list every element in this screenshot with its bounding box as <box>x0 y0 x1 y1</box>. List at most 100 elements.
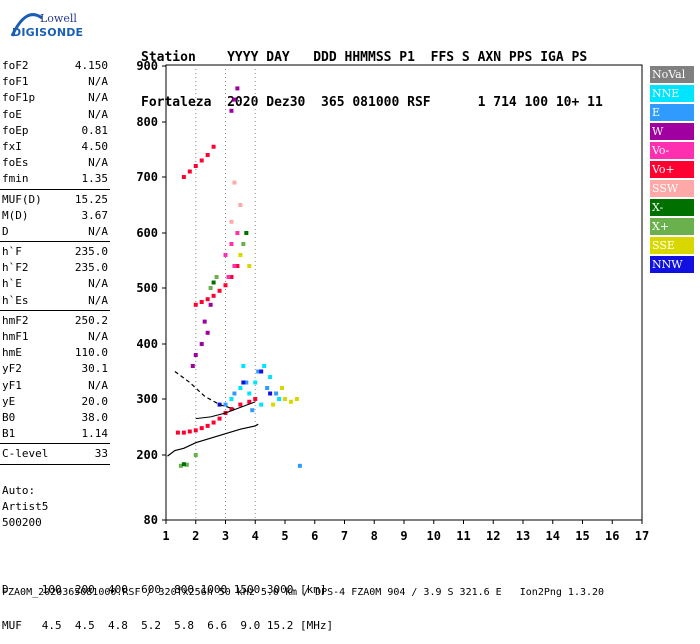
data-point <box>262 364 267 368</box>
header-labels-row: Station YYYY DAY DDD HHMMSS P1 FFS S AXN… <box>141 50 603 65</box>
y-tick-label: 300 <box>136 392 158 406</box>
param-value: 0.81 <box>81 123 109 137</box>
data-point <box>211 280 216 285</box>
param-value: 110.0 <box>74 346 108 360</box>
y-tick-label: 900 <box>136 59 158 73</box>
auto-code: 500200 <box>2 516 42 529</box>
data-point <box>241 242 246 246</box>
x-tick-label: 11 <box>456 529 470 543</box>
param-row: yE 20.0 <box>0 394 110 410</box>
param-name: D <box>2 224 9 238</box>
param-name: yE <box>2 394 16 408</box>
muf-distance-table: D 100 200 400 600 800 1000 1500 3000 [km… <box>2 560 333 644</box>
data-point <box>259 402 264 407</box>
param-row: hmE 110.0 <box>0 345 110 361</box>
data-point <box>223 253 228 257</box>
y-tick-label: 700 <box>136 170 158 184</box>
header-station-value: Fortaleza <box>141 95 212 110</box>
data-point <box>199 300 204 304</box>
data-point <box>235 231 240 235</box>
param-name: foF2 <box>2 59 29 72</box>
data-point <box>238 253 243 257</box>
data-point <box>181 430 186 435</box>
param-row: foF2 4.150 <box>0 58 110 74</box>
param-name: h`Es <box>2 293 29 307</box>
data-point <box>274 391 279 396</box>
data-point <box>193 428 198 433</box>
param-name: foF1p <box>2 91 36 105</box>
data-point <box>232 264 237 268</box>
data-point <box>268 375 273 379</box>
x-tick-label: 3 <box>222 529 229 543</box>
data-point <box>199 158 204 163</box>
dashed-line <box>174 371 235 410</box>
data-point <box>211 420 216 425</box>
param-row: h`E N/A <box>0 276 110 292</box>
data-point <box>193 302 198 307</box>
x-tick-label: 6 <box>311 529 318 543</box>
station-header: Station YYYY DAY DDD HHMMSS P1 FFS S AXN… <box>141 20 603 125</box>
data-point <box>229 108 234 113</box>
param-row: B0 38.0 <box>0 410 110 426</box>
param-name: fxI <box>2 139 22 153</box>
param-value: N/A <box>88 378 108 392</box>
data-point <box>226 275 231 279</box>
x-tick-label: 1 <box>162 529 169 543</box>
param-separator <box>0 309 110 311</box>
data-point <box>181 462 186 467</box>
legend-item: X- <box>650 199 694 216</box>
y-tick-label: 200 <box>136 448 158 462</box>
param-row: h`F2 235.0 <box>0 260 110 276</box>
param-name: h`F2 <box>2 261 29 275</box>
data-point <box>244 231 249 235</box>
legend-item: NNW <box>650 256 694 273</box>
x-tick-label: 13 <box>516 529 530 543</box>
data-point <box>199 426 204 431</box>
y-tick-label: 600 <box>136 226 158 240</box>
param-value: 3.67 <box>81 208 109 222</box>
profile-line <box>167 423 259 457</box>
data-point <box>232 97 237 102</box>
param-row: foF1 N/A <box>0 74 110 90</box>
digisonde-logo: Lowell DIGISONDE <box>2 4 84 42</box>
param-name: hmF2 <box>2 313 29 327</box>
param-value: 4.50 <box>81 139 109 153</box>
data-point <box>205 153 210 157</box>
header-station-label: Station <box>141 50 196 65</box>
data-point <box>211 293 216 298</box>
param-value: 250.2 <box>74 313 108 327</box>
param-value: 4.150 <box>74 59 108 72</box>
param-value: N/A <box>88 156 108 170</box>
data-point <box>208 302 213 307</box>
param-name: foE <box>2 107 22 121</box>
param-value: 235.0 <box>74 261 108 275</box>
x-tick-label: 12 <box>486 529 500 543</box>
header-day-time-value: 365 081000 RSF <box>321 95 431 110</box>
param-separator <box>0 443 110 445</box>
data-point <box>217 402 222 407</box>
data-point <box>178 463 183 468</box>
param-name: fmin <box>2 172 29 186</box>
data-point <box>223 283 228 288</box>
data-point <box>193 453 198 457</box>
logo-text-digisonde: DIGISONDE <box>12 26 84 39</box>
param-value: N/A <box>88 107 108 121</box>
data-point <box>193 164 198 168</box>
param-name: foEp <box>2 123 29 137</box>
y-tick-label: 500 <box>136 281 158 295</box>
param-row: h`Es N/A <box>0 293 110 309</box>
data-point <box>297 463 302 468</box>
plot-frame <box>165 64 643 521</box>
param-name: h`E <box>2 277 22 291</box>
y-tick-label: 800 <box>136 115 158 129</box>
param-row: D N/A <box>0 224 110 240</box>
param-name: hmF1 <box>2 330 29 343</box>
data-point <box>229 407 234 412</box>
header-values-row: Fortaleza 2020 Dez30 365 081000 RSF 1 71… <box>141 95 603 110</box>
data-point <box>247 264 252 268</box>
legend-item: E <box>650 104 694 121</box>
param-name: yF2 <box>2 362 22 376</box>
param-name: foEs <box>2 156 29 170</box>
ionospheric-parameters-panel: foF2 4.150 foF1 N/A foF1p N/A foE N/A foEp 0.81 fx… <box>0 58 110 467</box>
data-point <box>280 386 285 390</box>
